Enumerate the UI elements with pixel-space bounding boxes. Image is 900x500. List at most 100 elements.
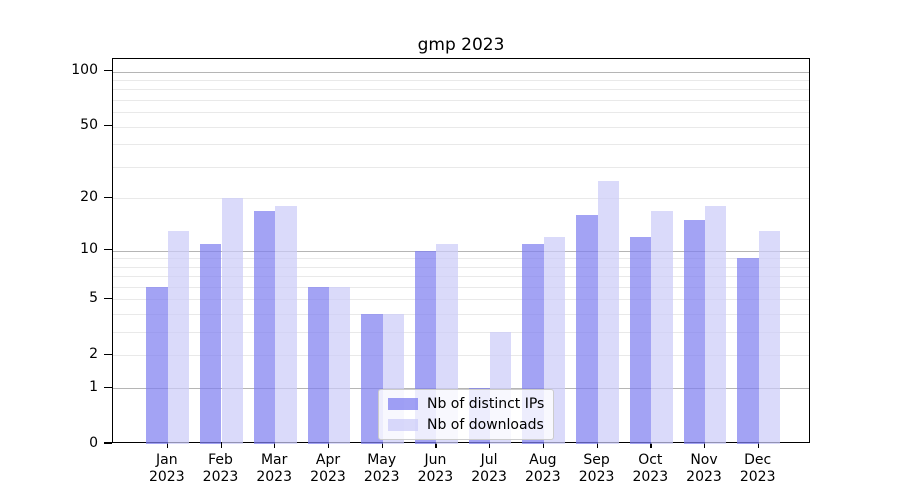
x-tick-label: Nov 2023 <box>672 452 736 486</box>
gridline <box>113 126 809 128</box>
x-tick-year: 2023 <box>686 469 722 485</box>
y-tick-label: 0 <box>89 434 98 451</box>
bar-distinct-ips <box>200 243 222 444</box>
x-tick-mark <box>381 443 383 448</box>
y-tick-mark <box>104 196 112 198</box>
x-tick-year: 2023 <box>632 469 669 485</box>
x-tick-label: Jan 2023 <box>135 452 199 486</box>
x-tick-mark <box>166 443 169 448</box>
x-tick-year: 2023 <box>310 469 346 485</box>
bar-downloads <box>329 287 351 444</box>
x-tick-mark <box>489 443 491 448</box>
x-tick-year: 2023 <box>417 469 454 485</box>
y-tick-mark <box>104 442 112 444</box>
gridline <box>113 258 809 260</box>
x-tick-mark <box>328 443 330 448</box>
bar-downloads <box>275 206 297 444</box>
gridline <box>113 89 809 91</box>
y-tick-label: 2 <box>89 345 98 362</box>
gridline <box>113 198 809 200</box>
legend-entry: Nb of distinct IPs <box>388 394 544 414</box>
legend-label: Nb of distinct IPs <box>427 396 545 412</box>
x-tick-label: Aug 2023 <box>511 452 575 486</box>
y-tick-mark <box>104 70 112 72</box>
x-tick-label: Apr 2023 <box>296 452 360 486</box>
bar-distinct-ips <box>629 237 652 444</box>
x-tick-month: Jul <box>480 452 498 468</box>
x-tick-month: Dec <box>744 452 772 468</box>
x-tick-mark <box>757 443 759 448</box>
x-tick-label: Feb 2023 <box>189 452 253 486</box>
x-tick-label: May 2023 <box>350 452 414 486</box>
bar-downloads <box>167 231 190 444</box>
x-tick-month: Aug <box>529 452 557 468</box>
x-tick-month: May <box>367 452 397 468</box>
plot-area: Nb of distinct IPs Nb of downloads <box>112 58 810 444</box>
x-tick-mark <box>596 443 598 448</box>
bar-distinct-ips <box>683 220 705 444</box>
y-tick-label: 100 <box>71 62 98 79</box>
legend-swatch-downloads <box>388 419 418 431</box>
bar-distinct-ips <box>253 210 276 444</box>
gridline <box>113 71 809 73</box>
legend: Nb of distinct IPs Nb of downloads <box>378 389 555 440</box>
x-tick-year: 2023 <box>739 469 776 485</box>
x-tick-label: Jun 2023 <box>403 452 467 486</box>
bar-distinct-ips <box>737 258 759 444</box>
x-tick-month: Jan <box>156 452 178 468</box>
bar-distinct-ips <box>576 215 598 444</box>
x-tick-month: Jun <box>424 452 447 468</box>
x-tick-year: 2023 <box>578 469 615 485</box>
x-tick-mark <box>220 443 222 448</box>
x-tick-mark <box>542 443 545 448</box>
x-tick-month: Nov <box>690 452 718 468</box>
x-tick-month: Apr <box>315 452 341 468</box>
x-tick-label: Dec 2023 <box>726 452 790 486</box>
gridline <box>113 355 809 357</box>
bar-distinct-ips <box>361 314 383 444</box>
x-tick-mark <box>435 443 437 448</box>
bar-downloads <box>597 181 619 444</box>
x-tick-year: 2023 <box>524 469 561 485</box>
x-tick-year: 2023 <box>363 469 400 485</box>
y-tick-mark <box>104 297 112 300</box>
y-tick-mark <box>104 353 112 356</box>
bar-distinct-ips <box>146 287 168 444</box>
x-tick-label: Oct 2023 <box>618 452 682 486</box>
x-tick-mark <box>650 443 652 448</box>
x-tick-mark <box>704 443 706 448</box>
x-tick-month: Oct <box>638 452 663 468</box>
gridline <box>113 144 809 146</box>
y-tick-mark <box>104 125 112 127</box>
x-tick-year: 2023 <box>256 469 292 485</box>
gridline <box>113 314 809 316</box>
y-tick-label: 1 <box>89 378 98 395</box>
bar-downloads <box>758 231 781 444</box>
gridline <box>113 276 809 278</box>
x-tick-label: Sep 2023 <box>565 452 629 486</box>
gridline <box>113 250 809 252</box>
bar-distinct-ips <box>307 287 329 444</box>
y-tick-mark <box>104 386 112 388</box>
x-tick-year: 2023 <box>471 469 507 485</box>
legend-label: Nb of downloads <box>427 417 544 433</box>
gridline <box>113 332 809 334</box>
gridline <box>113 112 809 114</box>
x-tick-month: Feb <box>208 452 233 468</box>
x-tick-label: Mar 2023 <box>242 452 306 486</box>
x-tick-year: 2023 <box>148 469 185 485</box>
gridline <box>113 287 809 289</box>
gridline <box>113 388 809 390</box>
y-tick-label: 5 <box>89 289 98 306</box>
gridline <box>113 80 809 82</box>
gridline <box>113 100 809 102</box>
legend-swatch-distinct-ips <box>388 398 418 410</box>
gridline <box>113 299 809 301</box>
y-tick-label: 50 <box>80 117 98 134</box>
x-tick-year: 2023 <box>202 469 239 485</box>
bar-downloads <box>705 206 727 444</box>
x-tick-month: Sep <box>583 452 610 468</box>
gridline <box>113 266 809 268</box>
x-tick-month: Mar <box>260 452 288 468</box>
